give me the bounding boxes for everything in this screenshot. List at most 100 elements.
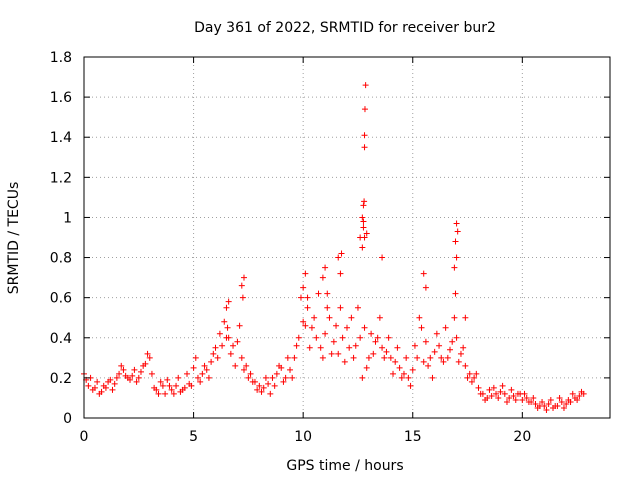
data-point <box>315 290 322 297</box>
data-point <box>543 406 550 413</box>
data-point <box>335 254 342 261</box>
data-point <box>322 330 329 337</box>
data-point <box>464 374 471 381</box>
data-point <box>326 314 333 321</box>
data-point <box>245 374 252 381</box>
data-point <box>488 392 495 399</box>
data-point <box>164 376 171 383</box>
data-point <box>363 364 370 371</box>
data-point <box>381 354 388 361</box>
data-point <box>416 314 423 321</box>
data-point <box>578 388 585 395</box>
data-point <box>490 384 497 391</box>
data-point <box>168 386 175 393</box>
data-point <box>122 372 129 379</box>
data-point <box>129 372 136 379</box>
data-point <box>541 402 548 409</box>
data-point <box>422 284 429 291</box>
data-point <box>503 398 510 405</box>
data-point <box>247 370 254 377</box>
data-point <box>442 324 449 331</box>
data-point <box>239 294 246 301</box>
data-point <box>361 106 368 113</box>
y-tick-label: 1.2 <box>50 170 72 186</box>
data-point <box>216 330 223 337</box>
data-point <box>359 214 366 221</box>
data-point <box>359 244 366 251</box>
data-point <box>133 378 140 385</box>
x-tick-label: 0 <box>80 429 89 445</box>
data-point <box>236 322 243 329</box>
data-point <box>311 314 318 321</box>
data-point <box>190 364 197 371</box>
data-point <box>256 382 263 389</box>
data-point <box>170 390 177 397</box>
x-tick-label: 15 <box>404 429 422 445</box>
data-point <box>269 374 276 381</box>
data-point <box>179 386 186 393</box>
data-point <box>262 374 269 381</box>
data-point <box>159 382 166 389</box>
data-point <box>273 370 280 377</box>
data-point <box>148 370 155 377</box>
data-point <box>457 350 464 357</box>
data-point <box>137 368 144 375</box>
data-point <box>420 270 427 277</box>
data-point <box>574 396 581 403</box>
data-point <box>427 354 434 361</box>
data-point <box>392 358 399 365</box>
data-point <box>94 378 101 385</box>
data-point <box>452 238 459 245</box>
data-point <box>398 374 405 381</box>
data-point <box>453 334 460 341</box>
data-point <box>302 322 309 329</box>
data-point <box>118 362 125 369</box>
data-point <box>280 378 287 385</box>
data-point <box>556 394 563 401</box>
data-point <box>552 402 559 409</box>
data-point <box>146 354 153 361</box>
data-point <box>208 358 215 365</box>
data-point <box>85 382 92 389</box>
data-point <box>521 390 528 397</box>
data-point <box>276 362 283 369</box>
data-point <box>506 394 513 401</box>
x-axis: 0 5 10 15 20 <box>80 57 531 445</box>
data-point <box>214 354 221 361</box>
y-tick-label: 1 <box>63 210 72 226</box>
data-point <box>210 350 217 357</box>
data-point <box>249 378 256 385</box>
data-point <box>289 374 296 381</box>
data-point <box>224 324 231 331</box>
data-point <box>322 264 329 271</box>
data-point <box>238 354 245 361</box>
data-point <box>201 362 208 369</box>
data-point <box>468 378 475 385</box>
data-point <box>293 342 300 349</box>
data-point <box>530 394 537 401</box>
data-point <box>547 396 554 403</box>
data-point <box>105 378 112 385</box>
data-point <box>495 394 502 401</box>
data-point <box>453 220 460 227</box>
data-point <box>337 270 344 277</box>
data-point <box>344 324 350 331</box>
data-point <box>337 304 344 311</box>
data-point <box>306 344 313 351</box>
data-point <box>361 132 368 139</box>
data-point <box>243 362 250 369</box>
data-point <box>282 374 289 381</box>
data-point <box>127 376 134 383</box>
data-point <box>560 404 567 411</box>
data-point <box>455 358 462 365</box>
data-point <box>302 270 309 277</box>
data-point <box>330 338 337 345</box>
data-point <box>462 314 469 321</box>
data-point <box>287 366 294 373</box>
data-point <box>383 348 390 355</box>
data-point <box>425 362 432 369</box>
x-tick-label: 5 <box>189 429 198 445</box>
data-point <box>405 374 412 381</box>
data-point <box>451 264 458 271</box>
